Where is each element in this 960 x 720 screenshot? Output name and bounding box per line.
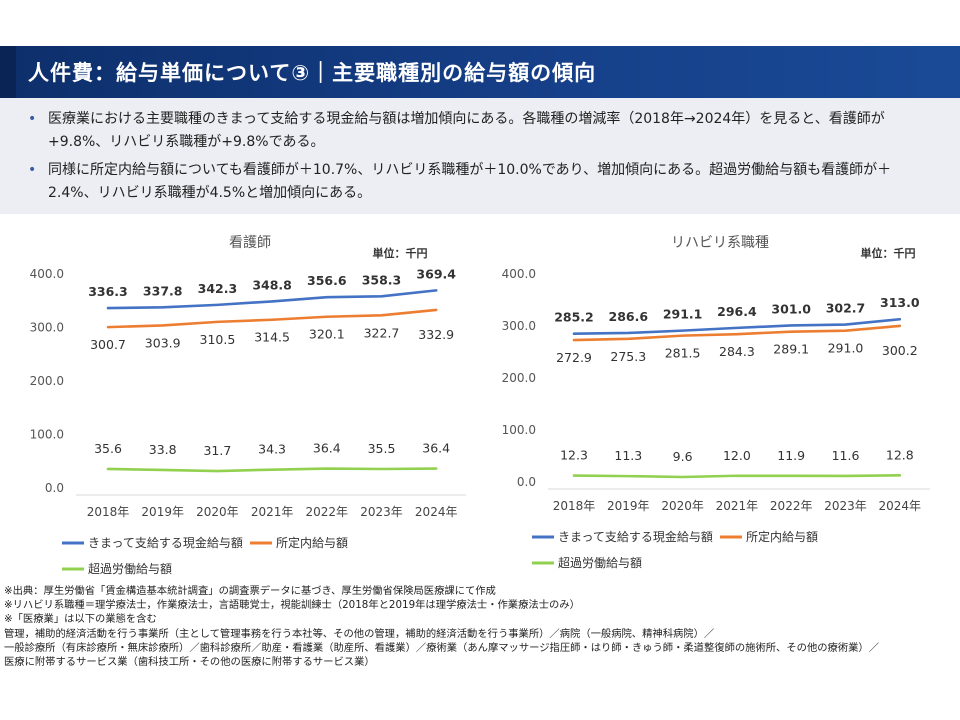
y-tick-label: 300.0 — [502, 319, 536, 333]
data-label: 342.3 — [198, 281, 238, 296]
series-line-overtime-pay — [572, 474, 902, 479]
y-tick-label: 400.0 — [30, 267, 64, 281]
data-label: 358.3 — [362, 272, 402, 287]
data-label: 314.5 — [254, 330, 290, 345]
y-tick-label: 100.0 — [30, 428, 64, 442]
bullet-dot: • — [28, 162, 37, 178]
title-bar: 人件費：給与単価について③｜主要職種別の給与額の傾向 — [0, 46, 960, 98]
data-label: 336.3 — [88, 284, 128, 299]
data-label: 11.9 — [777, 448, 805, 463]
legend-label: 超過労働給与額 — [88, 561, 172, 576]
footnote-line: ※「医療業」は以下の業態を含む — [4, 613, 157, 626]
x-tick-label: 2022年 — [306, 505, 349, 519]
data-label: 310.5 — [200, 332, 236, 347]
y-tick-label: 0.0 — [517, 475, 536, 489]
chart-title: リハビリ系職種 — [671, 235, 769, 251]
summary-bullet-text: 医療業における主要職種のきまって支給する現金給与額は増加傾向にある。各職種の増減… — [48, 111, 885, 150]
data-label: 12.0 — [723, 448, 751, 463]
data-label: 34.3 — [258, 442, 286, 457]
page-title: 人件費：給与単価について③｜主要職種別の給与額の傾向 — [28, 61, 597, 85]
data-label: 356.6 — [307, 273, 347, 288]
data-label: 296.4 — [717, 304, 757, 319]
footnote-line: 管理，補助的経済活動を行う事業所（主として管理事務を行う本社等、その他の管理，補… — [4, 627, 715, 640]
series-line-scheduled-pay — [106, 308, 438, 329]
data-label: 291.0 — [828, 341, 864, 356]
x-tick-label: 2018年 — [553, 499, 596, 513]
series-line-regular-pay — [106, 289, 438, 310]
data-label: 9.6 — [673, 449, 693, 464]
summary-bullet-text: 同様に所定内給与額についても看護師が＋10.7%、リハビリ系職種が＋10.0%で… — [48, 162, 892, 201]
footnote-line: ※リハビリ系職種＝理学療法士，作業療法士，言語聴覚士，視能訓練士（2018年と2… — [4, 599, 580, 612]
x-tick-label: 2023年 — [360, 505, 403, 519]
bullet-dot: • — [28, 111, 37, 127]
x-tick-label: 2021年 — [716, 499, 759, 513]
data-label: 322.7 — [364, 325, 400, 340]
chart-title: 看護師 — [229, 235, 271, 251]
y-tick-label: 0.0 — [45, 481, 64, 495]
data-label: 302.7 — [826, 301, 866, 316]
data-label: 12.8 — [886, 447, 914, 462]
y-tick-label: 200.0 — [502, 371, 536, 385]
data-label: 313.0 — [880, 295, 920, 310]
x-tick-label: 2020年 — [661, 499, 704, 513]
legend-label: 所定内給与額 — [276, 535, 348, 550]
data-label: 291.1 — [663, 307, 703, 322]
legend-label: きまって支給する現金給与額 — [558, 529, 713, 544]
footnotes: ※出典：厚生労働省「賃金構造基本統計調査」の調査票データに基づき、厚生労働省保険… — [4, 584, 954, 669]
series-line-overtime-pay — [106, 467, 438, 473]
unit-label: 単位：千円 — [861, 246, 916, 260]
y-tick-label: 300.0 — [30, 321, 64, 335]
data-label: 36.4 — [422, 441, 450, 456]
data-label: 286.6 — [609, 309, 649, 324]
data-label: 337.8 — [143, 283, 183, 298]
x-tick-label: 2019年 — [607, 499, 650, 513]
series-line-scheduled-pay — [572, 324, 902, 342]
unit-label: 単位：千円 — [373, 246, 428, 260]
data-label: 12.3 — [560, 448, 588, 463]
series-line-regular-pay — [572, 317, 902, 335]
data-label: 320.1 — [309, 327, 345, 342]
data-label: 31.7 — [203, 443, 231, 458]
x-tick-label: 2024年 — [879, 499, 922, 513]
data-label: 35.6 — [94, 441, 122, 456]
summary-box — [0, 98, 960, 214]
data-label: 33.8 — [149, 442, 177, 457]
legend-label: 超過労働給与額 — [558, 555, 642, 570]
data-label: 11.6 — [832, 448, 860, 463]
data-label: 35.5 — [368, 441, 396, 456]
data-label: 275.3 — [610, 349, 646, 364]
x-tick-label: 2019年 — [141, 505, 184, 519]
x-tick-label: 2023年 — [824, 499, 867, 513]
x-tick-label: 2022年 — [770, 499, 813, 513]
legend-label: きまって支給する現金給与額 — [88, 535, 243, 550]
footnote-line: ※出典：厚生労働省「賃金構造基本統計調査」の調査票データに基づき、厚生労働省保険… — [4, 585, 496, 597]
data-label: 36.4 — [313, 441, 341, 456]
data-label: 289.1 — [773, 342, 809, 357]
data-label: 332.9 — [418, 327, 454, 342]
x-tick-label: 2024年 — [415, 505, 458, 519]
data-label: 285.2 — [554, 310, 594, 325]
y-tick-label: 200.0 — [30, 374, 64, 388]
footnote-line: 医療に附帯するサービス業（歯科技工所・その他の医療に附帯するサービス業） — [4, 656, 375, 669]
y-tick-label: 400.0 — [502, 267, 536, 281]
x-tick-label: 2021年 — [251, 505, 294, 519]
data-label: 281.5 — [665, 346, 701, 361]
data-label: 11.3 — [614, 448, 642, 463]
data-label: 300.2 — [882, 343, 918, 358]
data-label: 303.9 — [145, 335, 181, 350]
title-accent — [0, 46, 16, 98]
data-label: 284.3 — [719, 344, 755, 359]
x-tick-label: 2018年 — [87, 505, 130, 519]
data-label: 272.9 — [556, 350, 592, 365]
data-label: 348.8 — [252, 277, 292, 292]
footnote-line: 一般診療所（有床診療所・無床診療所）／歯科診療所／助産・看護業（助産所、看護業）… — [4, 641, 880, 654]
legend-label: 所定内給与額 — [746, 529, 818, 544]
data-label: 369.4 — [416, 266, 456, 281]
y-tick-label: 100.0 — [502, 423, 536, 437]
data-label: 300.7 — [90, 337, 126, 352]
data-label: 301.0 — [771, 301, 811, 316]
x-tick-label: 2020年 — [196, 505, 239, 519]
